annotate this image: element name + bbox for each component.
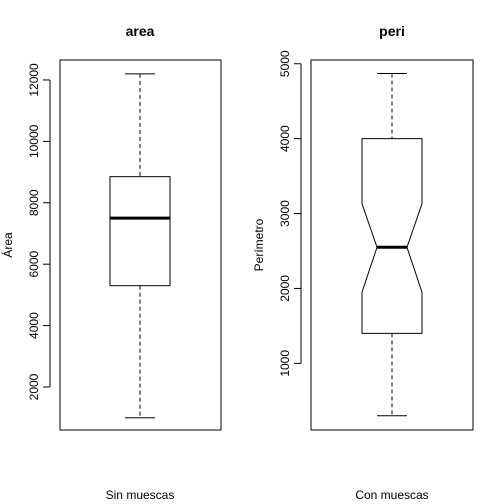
y-tick-label: 2000 [27, 373, 41, 400]
box [109, 73, 171, 419]
x-axis-label: Sin muescas [106, 488, 175, 502]
box [361, 72, 423, 417]
chart-title: area [126, 23, 155, 39]
y-tick-label: 2000 [278, 275, 292, 302]
y-tick-label: 4000 [278, 125, 292, 152]
plot-frame [310, 59, 474, 431]
y-tick-label: 8000 [27, 189, 41, 216]
chart-title: peri [379, 23, 405, 39]
y-tick-label: 1000 [278, 350, 292, 377]
y-tick-label: 4000 [27, 312, 41, 339]
y-axis-label: Área [0, 232, 15, 258]
x-axis-label: Con muescas [355, 488, 428, 502]
peri-panel: peri Perímetro Con muescas 1000 2000 3000 4… [252, 23, 474, 502]
y-tick-label: 12000 [27, 63, 41, 97]
y-tick-label: 10000 [27, 124, 41, 158]
y-axis: 2000 4000 6000 8000 10000 12000 [27, 63, 51, 400]
area-panel: area Área Sin muescas 2000 4000 6000 8000 10… [0, 23, 222, 502]
box-body [361, 138, 423, 334]
y-tick-label: 5000 [278, 50, 292, 77]
y-axis: 1000 2000 3000 4000 5000 [278, 50, 302, 377]
y-axis-label: Perímetro [252, 218, 266, 271]
plot-frame [59, 59, 222, 431]
box-body [109, 176, 171, 287]
y-tick-label: 3000 [278, 200, 292, 227]
y-tick-label: 6000 [27, 251, 41, 278]
